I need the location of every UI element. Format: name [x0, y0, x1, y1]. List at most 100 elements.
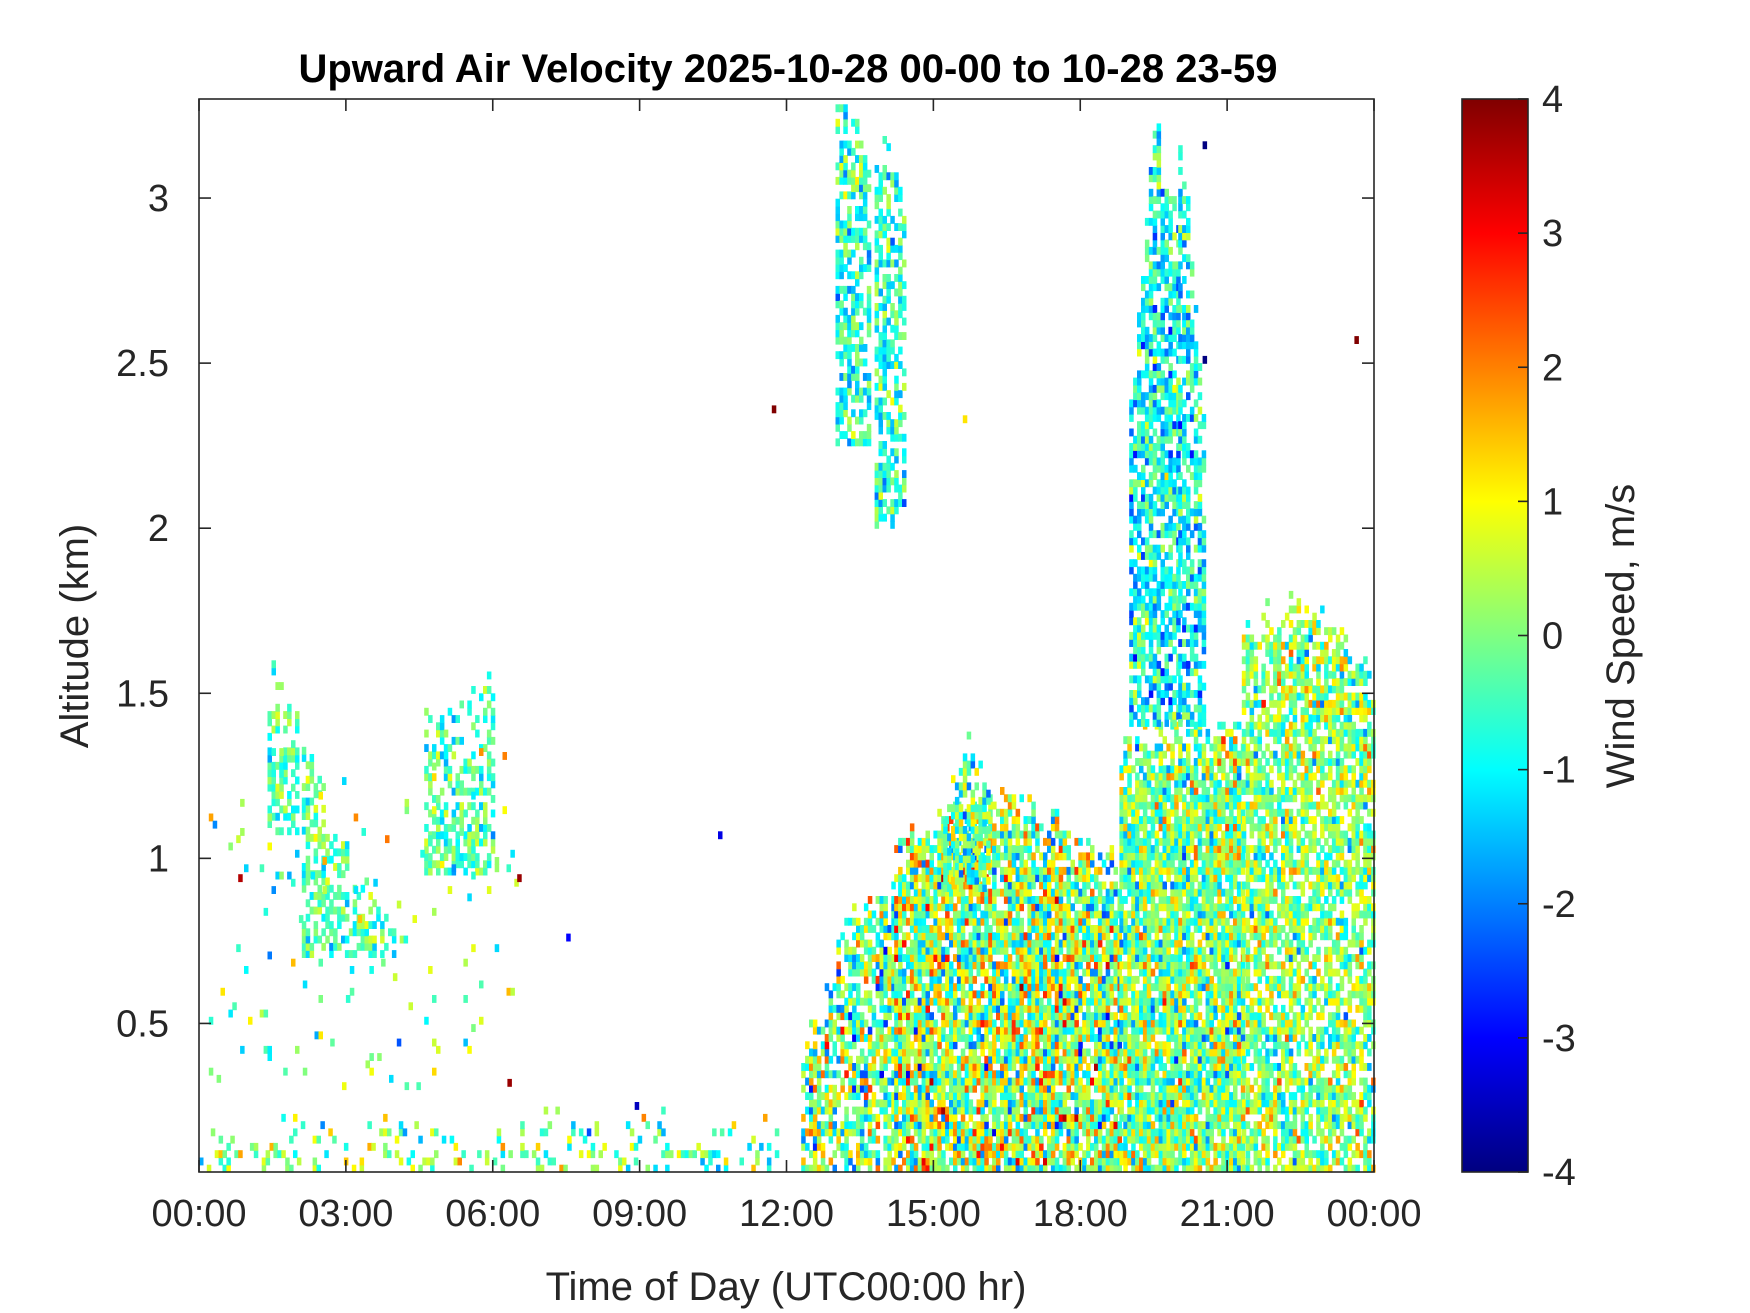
heatmap-cell — [344, 841, 350, 850]
heatmap-cell — [1062, 837, 1068, 846]
heatmap-cell — [267, 718, 272, 727]
heatmap-cell — [1113, 968, 1118, 977]
heatmap-cell — [314, 1031, 319, 1040]
heatmap-cell — [1135, 946, 1140, 955]
heatmap-cell — [894, 1113, 899, 1122]
heatmap-cell — [937, 1092, 942, 1100]
heatmap-cell — [479, 838, 484, 847]
heatmap-cell — [949, 968, 954, 977]
heatmap-cell — [1011, 866, 1017, 875]
heatmap-cell — [1209, 852, 1214, 861]
heatmap-cell — [996, 1164, 1001, 1173]
heatmap-cell — [1039, 903, 1044, 912]
heatmap-cell — [1027, 888, 1032, 897]
heatmap-cell — [1070, 975, 1075, 984]
heatmap-cell — [941, 1019, 946, 1028]
heatmap-cell — [716, 1164, 721, 1173]
heatmap-cell — [1209, 779, 1214, 788]
heatmap-cell — [1058, 917, 1064, 926]
heatmap-cell — [980, 968, 985, 977]
heatmap-cell — [906, 1164, 911, 1173]
heatmap-cell — [1074, 954, 1079, 962]
heatmap-cell — [432, 816, 437, 825]
heatmap-cell — [318, 958, 323, 967]
heatmap-cell — [1205, 1070, 1211, 1079]
heatmap-cell — [1189, 1004, 1195, 1013]
heatmap-cell — [1097, 990, 1103, 999]
heatmap-cell — [859, 1128, 865, 1137]
heatmap-cell — [976, 997, 981, 1006]
heatmap-cell — [763, 1113, 768, 1122]
heatmap-cell — [891, 1070, 896, 1079]
heatmap-cell — [809, 1106, 814, 1115]
heatmap-cell — [1027, 845, 1032, 853]
heatmap-cell — [1158, 917, 1164, 926]
heatmap-cell — [273, 1150, 278, 1159]
heatmap-cell — [453, 1142, 459, 1151]
heatmap-cell — [988, 939, 993, 948]
heatmap-cell — [909, 910, 915, 919]
heatmap-cell — [1019, 946, 1024, 955]
heatmap-cell — [1007, 1142, 1013, 1151]
heatmap-cell — [988, 961, 993, 970]
heatmap-cell — [208, 813, 214, 822]
heatmap-cell — [273, 1142, 278, 1151]
heatmap-cell — [992, 1157, 997, 1166]
heatmap-cell — [1205, 910, 1211, 919]
heatmap-cell — [883, 968, 888, 977]
heatmap-cell — [962, 753, 968, 762]
heatmap-cell — [898, 881, 903, 890]
heatmap-cell — [1090, 1034, 1095, 1042]
heatmap-cell — [1027, 1092, 1032, 1100]
heatmap-cell — [941, 1077, 946, 1086]
heatmap-cell — [1131, 1092, 1136, 1100]
heatmap-cell — [992, 1164, 997, 1173]
heatmap-cell — [275, 682, 280, 690]
heatmap-cell — [1205, 874, 1211, 883]
heatmap-cell — [629, 1142, 635, 1151]
heatmap-cell — [1039, 1150, 1044, 1159]
heatmap-cell — [1154, 874, 1160, 883]
heatmap-cell — [259, 1009, 265, 1018]
heatmap-cell — [1127, 794, 1132, 803]
heatmap-cell — [1205, 1004, 1211, 1013]
heatmap-cell — [321, 899, 326, 908]
heatmap-cell — [968, 1077, 974, 1086]
heatmap-cell — [883, 1055, 888, 1064]
heatmap-cell — [1166, 1099, 1171, 1108]
heatmap-cell — [432, 1067, 437, 1076]
heatmap-cell — [424, 853, 429, 861]
heatmap-cell — [887, 1092, 892, 1100]
heatmap-cell — [368, 921, 373, 929]
heatmap-cell — [1000, 990, 1005, 999]
heatmap-cell — [891, 917, 896, 926]
heatmap-cell — [937, 925, 942, 933]
heatmap-cell — [305, 928, 311, 937]
heatmap-cell — [925, 939, 930, 948]
heatmap-cell — [964, 1077, 970, 1086]
heatmap-cell — [1154, 1099, 1160, 1108]
heatmap-cell — [1074, 983, 1079, 992]
heatmap-cell — [1158, 758, 1164, 766]
heatmap-cell — [1015, 1164, 1021, 1173]
heatmap-cell — [1035, 932, 1040, 941]
heatmap-cell — [1043, 1019, 1048, 1028]
heatmap-cell — [486, 853, 492, 861]
heatmap-cell — [1066, 1084, 1071, 1093]
heatmap-cell — [436, 816, 441, 825]
heatmap-cell — [816, 1142, 822, 1151]
heatmap-cell — [1127, 910, 1132, 919]
heatmap-cell — [1162, 866, 1167, 875]
heatmap-cell — [1162, 1070, 1167, 1079]
heatmap-cell — [925, 903, 930, 912]
heatmap-cell — [909, 954, 915, 962]
heatmap-cell — [594, 1164, 600, 1173]
heatmap-cell — [1178, 1055, 1183, 1064]
heatmap-cell — [1139, 903, 1144, 912]
heatmap-cell — [1007, 1055, 1013, 1064]
heatmap-cell — [1035, 837, 1040, 846]
heatmap-cell — [929, 866, 934, 875]
heatmap-cell — [848, 1121, 853, 1130]
heatmap-cell — [313, 870, 319, 879]
heatmap-cell — [1117, 1055, 1122, 1064]
